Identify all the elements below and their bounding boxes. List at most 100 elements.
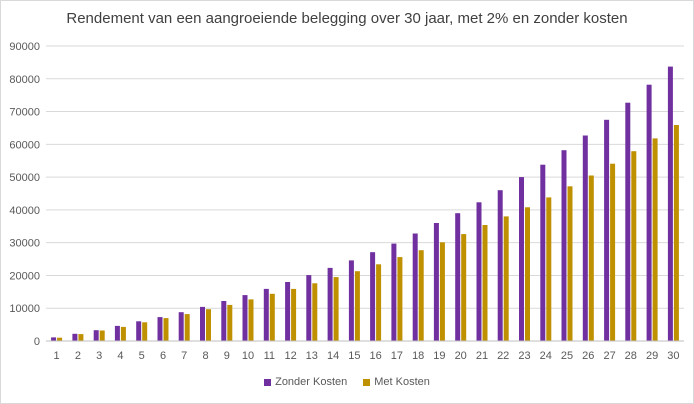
x-tick-label: 2 xyxy=(75,350,81,362)
x-tick-label: 16 xyxy=(369,350,381,362)
bar-zonder-kosten-22 xyxy=(497,190,503,341)
bar-met-kosten-1 xyxy=(57,337,63,341)
legend-item-zonder-kosten: Zonder Kosten xyxy=(264,376,347,388)
bar-met-kosten-14 xyxy=(333,277,339,341)
bar-zonder-kosten-19 xyxy=(433,223,439,341)
y-tick-label: 80000 xyxy=(9,74,40,86)
bar-met-kosten-27 xyxy=(610,163,616,341)
bar-zonder-kosten-23 xyxy=(519,177,524,341)
bar-met-kosten-3 xyxy=(99,330,105,341)
x-tick-label: 7 xyxy=(181,350,187,362)
x-tick-label: 22 xyxy=(497,350,509,362)
x-tick-label: 4 xyxy=(117,350,123,362)
bar-met-kosten-24 xyxy=(546,197,552,341)
bar-zonder-kosten-11 xyxy=(263,288,269,341)
bar-zonder-kosten-25 xyxy=(561,150,567,341)
y-tick-label: 70000 xyxy=(9,107,40,119)
bar-zonder-kosten-10 xyxy=(242,295,248,341)
bar-zonder-kosten-26 xyxy=(582,135,588,341)
y-tick-label: 10000 xyxy=(9,303,40,315)
x-tick-label: 10 xyxy=(242,350,254,362)
bar-met-kosten-30 xyxy=(673,125,679,341)
bar-zonder-kosten-5 xyxy=(136,321,142,341)
bar-met-kosten-2 xyxy=(78,334,84,341)
x-tick-label: 25 xyxy=(561,350,573,362)
x-tick-label: 30 xyxy=(667,350,679,362)
x-tick-label: 1 xyxy=(54,350,60,362)
bar-met-kosten-6 xyxy=(163,318,169,341)
bar-zonder-kosten-14 xyxy=(327,267,333,341)
gridlines xyxy=(46,45,684,309)
bar-zonder-kosten-18 xyxy=(412,233,418,341)
x-tick-label: 19 xyxy=(433,350,445,362)
bar-zonder-kosten-7 xyxy=(178,312,184,341)
bar-met-kosten-15 xyxy=(354,271,360,341)
bar-met-kosten-11 xyxy=(269,293,275,341)
bar-met-kosten-22 xyxy=(503,216,509,341)
bars xyxy=(51,66,679,342)
bar-zonder-kosten-12 xyxy=(285,282,291,341)
bar-zonder-kosten-20 xyxy=(455,213,461,341)
x-tick-label: 20 xyxy=(455,350,467,362)
bar-met-kosten-8 xyxy=(206,309,211,341)
x-tick-label: 11 xyxy=(264,350,275,362)
bar-zonder-kosten-24 xyxy=(540,164,546,341)
x-tick-label: 14 xyxy=(327,350,339,362)
y-tick-label: 0 xyxy=(34,336,40,348)
bar-met-kosten-20 xyxy=(461,234,467,341)
x-tick-label: 15 xyxy=(348,350,360,362)
bar-met-kosten-25 xyxy=(567,186,573,341)
legend: Zonder Kosten Met Kosten xyxy=(0,376,694,388)
x-tick-label: 28 xyxy=(625,350,637,362)
bar-met-kosten-19 xyxy=(439,242,445,341)
bar-met-kosten-28 xyxy=(631,151,637,341)
legend-item-met-kosten: Met Kosten xyxy=(363,376,430,388)
x-tick-label: 27 xyxy=(603,350,615,362)
x-tick-label: 6 xyxy=(160,350,166,362)
legend-swatch-met-kosten xyxy=(363,378,371,386)
bar-met-kosten-23 xyxy=(525,207,530,341)
bar-zonder-kosten-13 xyxy=(306,275,312,341)
x-tick-label: 13 xyxy=(306,350,318,362)
bar-zonder-kosten-3 xyxy=(93,330,99,341)
chart-title: Rendement van een aangroeiende belegging… xyxy=(66,10,628,27)
x-tick-label: 9 xyxy=(224,350,230,362)
bar-zonder-kosten-27 xyxy=(604,119,610,342)
legend-swatch-zonder-kosten xyxy=(264,378,272,386)
bar-zonder-kosten-9 xyxy=(221,301,227,341)
x-tick-label: 23 xyxy=(518,350,530,362)
bar-met-kosten-16 xyxy=(376,264,382,341)
legend-label-met-kosten: Met Kosten xyxy=(374,376,430,388)
bar-met-kosten-21 xyxy=(482,225,488,341)
y-tick-label: 30000 xyxy=(9,238,40,250)
x-tick-label: 17 xyxy=(391,350,403,362)
bar-met-kosten-13 xyxy=(312,283,318,341)
bar-zonder-kosten-8 xyxy=(200,306,205,341)
bar-zonder-kosten-4 xyxy=(114,325,120,341)
bar-met-kosten-29 xyxy=(652,138,658,341)
y-tick-label: 40000 xyxy=(9,205,40,217)
bar-met-kosten-9 xyxy=(227,304,233,341)
y-tick-label: 20000 xyxy=(9,270,40,282)
x-tick-label: 26 xyxy=(582,350,594,362)
x-tick-label: 18 xyxy=(412,350,424,362)
x-tick-label: 5 xyxy=(139,350,145,362)
bar-zonder-kosten-30 xyxy=(667,66,673,341)
x-tick-label: 21 xyxy=(476,350,488,362)
y-tick-label: 90000 xyxy=(9,41,40,53)
x-axis-ticks: 1 2 3 4 5 6 7 8 9 10 11 12 13 14 15 16 17 18 19 20 21 22 23 24 2… xyxy=(54,350,680,362)
y-tick-label: 50000 xyxy=(9,172,40,184)
bar-met-kosten-4 xyxy=(120,326,126,341)
bar-met-kosten-12 xyxy=(291,288,297,341)
bar-zonder-kosten-2 xyxy=(72,333,78,341)
bar-zonder-kosten-29 xyxy=(646,84,652,341)
bar-zonder-kosten-6 xyxy=(157,317,163,341)
x-tick-label: 24 xyxy=(540,350,552,362)
x-tick-label: 29 xyxy=(646,350,658,362)
y-tick-label: 60000 xyxy=(9,139,40,151)
bar-met-kosten-5 xyxy=(142,322,148,341)
x-tick-label: 3 xyxy=(96,350,102,362)
x-tick-label: 12 xyxy=(284,350,296,362)
bar-zonder-kosten-28 xyxy=(625,102,631,341)
